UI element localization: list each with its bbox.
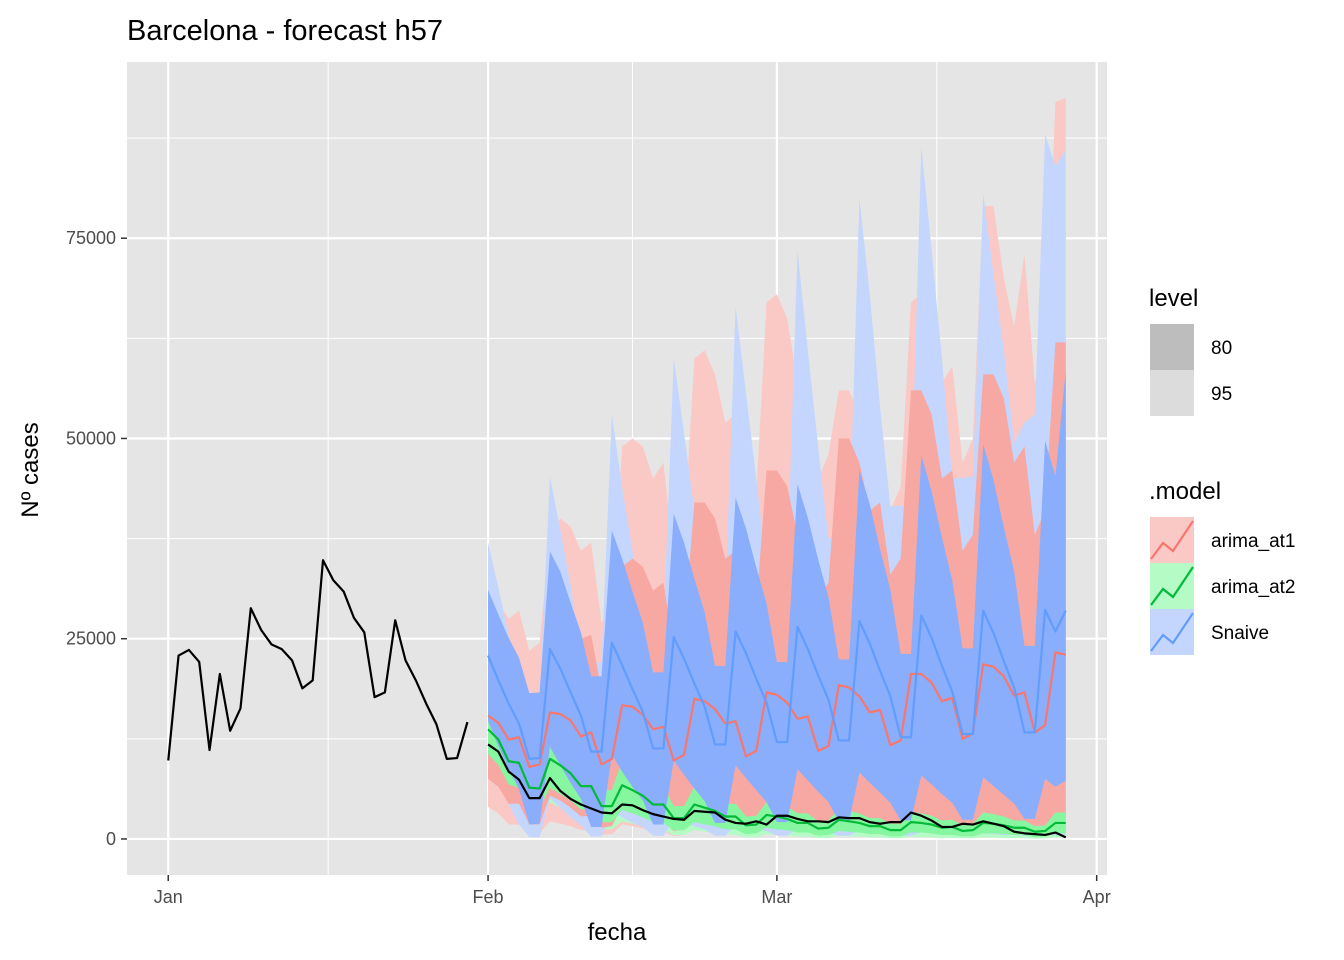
legend-level-key: [1150, 370, 1194, 416]
x-axis-title: fecha: [588, 919, 647, 946]
legend-model-key: [1150, 517, 1194, 563]
legend: level 80 95 .model arima_at1 arima_at2 Snaive: [1149, 285, 1296, 655]
legend-model-title: .model: [1149, 478, 1221, 505]
legend-level-label: 80: [1211, 338, 1232, 359]
legend-level-title: level: [1149, 285, 1198, 312]
x-tick-label: Apr: [1083, 887, 1111, 907]
x-tick-label: Mar: [761, 887, 792, 907]
chart-title: Barcelona - forecast h57: [127, 15, 443, 47]
legend-model-label: arima_at1: [1211, 531, 1296, 552]
legend-model-label: arima_at2: [1211, 577, 1296, 598]
series-layer: [167, 98, 1067, 839]
mean-line-snaive: [487, 608, 1067, 760]
band-80-snaive: [488, 370, 1066, 827]
y-tick-label: 50000: [66, 428, 116, 448]
actual-test-line: [487, 743, 1067, 839]
legend-model-line-icon: [1150, 612, 1194, 652]
y-tick-label: 25000: [66, 629, 116, 649]
legend-model-line-icon: [1150, 566, 1194, 606]
history-line: [167, 559, 469, 761]
legend-model-label: Snaive: [1211, 623, 1269, 644]
legend-model-key: [1150, 563, 1194, 609]
y-tick-label: 0: [106, 829, 116, 849]
legend-model-line-icon: [1150, 520, 1194, 560]
y-tick-label: 75000: [66, 228, 116, 248]
legend-level-label: 95: [1211, 384, 1232, 405]
legend-model-key: [1150, 609, 1194, 655]
plot-area: 0 25000 50000 75000 Jan Feb Mar Apr: [66, 62, 1111, 907]
legend-level-key: [1150, 324, 1194, 370]
x-tick-label: Jan: [154, 887, 183, 907]
band-80-arima-at2: [488, 704, 1066, 838]
x-tick-label: Feb: [473, 887, 504, 907]
y-axis-title: Nº cases: [17, 422, 44, 517]
